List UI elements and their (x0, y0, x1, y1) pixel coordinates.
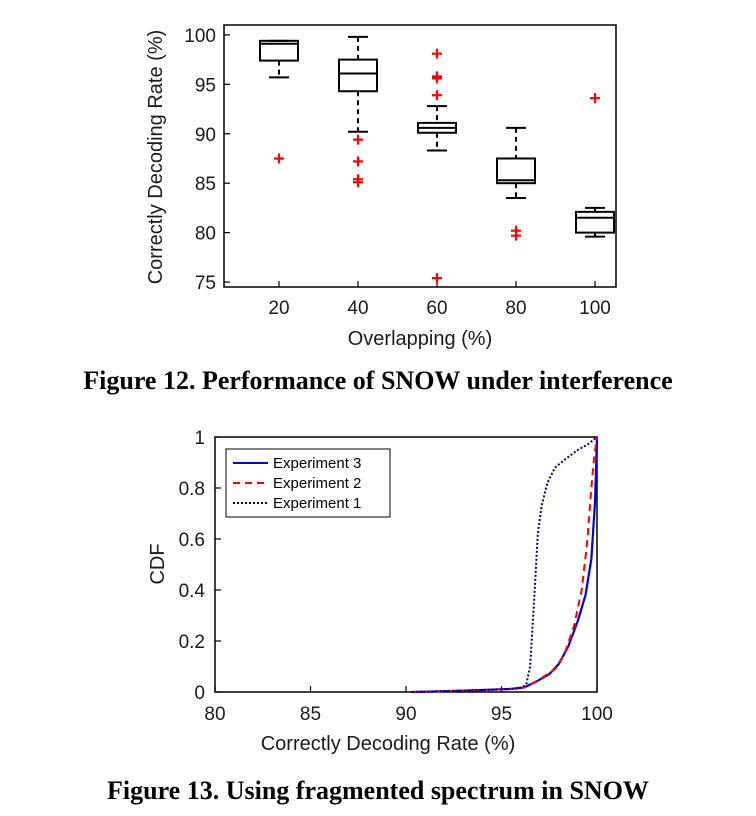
x-tick-label: 80 (505, 298, 526, 319)
outlier-marker (353, 134, 363, 145)
cdf-series-lines (411, 436, 599, 694)
y-tick-label: 90 (195, 125, 216, 146)
y-tick-label: 100 (184, 26, 216, 47)
figure-13-caption: Figure 13. Using fragmented spectrum in … (107, 776, 649, 805)
cdf-legend: Experiment 3 Experiment 2 Experiment 1 (225, 448, 391, 518)
legend-label: Experiment 1 (273, 495, 361, 512)
legend-box (225, 448, 391, 518)
outlier-marker (432, 90, 442, 101)
box-20 (259, 39, 299, 164)
box-iqr (259, 39, 299, 62)
boxplot-y-ticks: 75 80 85 90 95 100 (184, 26, 230, 294)
x-tick-label: 60 (426, 298, 447, 319)
box-iqr (496, 157, 536, 185)
outlier-marker (432, 73, 442, 84)
box-80 (496, 126, 536, 241)
box-iqr (575, 210, 615, 234)
boxplot-x-axis-label: Overlapping (%) (348, 328, 493, 350)
series-line-experiment-3 (411, 436, 599, 694)
x-tick-label: 100 (581, 704, 613, 725)
x-tick-label: 20 (268, 298, 289, 319)
x-tick-label: 90 (395, 704, 416, 725)
series-line-experiment-2 (411, 436, 598, 693)
y-tick-label: 85 (195, 174, 216, 195)
outlier-marker (590, 93, 600, 104)
outlier-marker (353, 156, 363, 167)
x-tick-label: 85 (300, 704, 321, 725)
y-tick-label: 0.6 (179, 530, 205, 551)
cdf-chart: 00.20.40.60.81 80 85 90 95 100 Experiment 3E… (107, 428, 649, 805)
x-tick-label: 40 (347, 298, 368, 319)
y-tick-label: 75 (195, 273, 216, 294)
outlier-marker (432, 273, 442, 284)
legend-label: Experiment 2 (273, 475, 361, 492)
x-tick-label: 95 (491, 704, 512, 725)
y-tick-label: 95 (195, 75, 216, 96)
outlier-marker (432, 48, 442, 59)
boxplot-frame (223, 24, 617, 288)
outlier-marker (511, 230, 521, 241)
y-tick-label: 0.4 (179, 581, 206, 602)
box-100 (575, 93, 615, 238)
box-40 (338, 35, 378, 188)
boxplot-y-axis-label: Correctly Decoding Rate (%) (145, 30, 167, 285)
boxplot-x-ticks: 20 40 60 80 100 (268, 281, 611, 319)
y-tick-label: 80 (195, 224, 216, 245)
figure-12-caption: Figure 12. Performance of SNOW under int… (83, 366, 672, 395)
y-tick-label: 0.8 (179, 479, 205, 500)
outlier-marker (353, 177, 363, 188)
x-tick-label: 80 (204, 704, 225, 725)
box-60 (417, 48, 457, 284)
cdf-x-ticks: 80 85 90 95 100 (204, 686, 613, 725)
boxplot-boxes (259, 35, 615, 284)
cdf-y-ticks: 0 0.2 0.4 0.6 0.8 1 (179, 428, 221, 704)
cdf-x-axis-label: Correctly Decoding Rate (%) (261, 733, 516, 755)
legend-label: Experiment 3 (273, 455, 361, 472)
series-line-experiment-1 (411, 436, 598, 693)
box-iqr (338, 58, 378, 93)
outlier-marker (274, 153, 284, 164)
y-tick-label: 0 (194, 683, 205, 704)
y-tick-label: 0.2 (179, 632, 205, 653)
cdf-y-axis-label: CDF (147, 543, 169, 584)
boxplot-chart: 75 80 85 90 95 100 20 40 60 80 100 Overlapping (%… (83, 24, 673, 395)
y-tick-label: 1 (194, 428, 205, 449)
x-tick-label: 100 (579, 298, 611, 319)
